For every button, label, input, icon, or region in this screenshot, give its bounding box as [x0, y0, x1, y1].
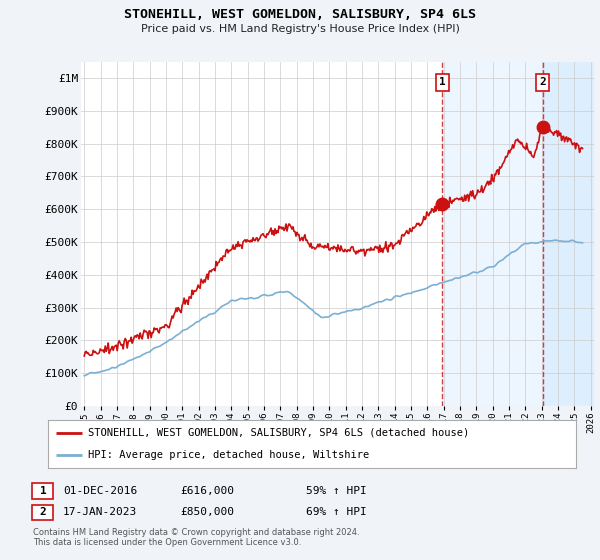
- Text: 17-JAN-2023: 17-JAN-2023: [63, 507, 137, 517]
- Text: 2: 2: [539, 77, 546, 87]
- Text: £850,000: £850,000: [180, 507, 234, 517]
- Text: 59% ↑ HPI: 59% ↑ HPI: [306, 486, 367, 496]
- Text: £616,000: £616,000: [180, 486, 234, 496]
- Bar: [542, 62, 600, 406]
- Text: 69% ↑ HPI: 69% ↑ HPI: [306, 507, 367, 517]
- Text: Contains HM Land Registry data © Crown copyright and database right 2024.
This d: Contains HM Land Registry data © Crown c…: [33, 528, 359, 547]
- Text: 2: 2: [40, 507, 47, 517]
- Text: 01-DEC-2016: 01-DEC-2016: [63, 486, 137, 496]
- Text: 1: 1: [40, 486, 47, 496]
- Text: STONEHILL, WEST GOMELDON, SALISBURY, SP4 6LS (detached house): STONEHILL, WEST GOMELDON, SALISBURY, SP4…: [88, 428, 469, 438]
- Text: STONEHILL, WEST GOMELDON, SALISBURY, SP4 6LS: STONEHILL, WEST GOMELDON, SALISBURY, SP4…: [124, 8, 476, 21]
- Text: HPI: Average price, detached house, Wiltshire: HPI: Average price, detached house, Wilt…: [88, 450, 369, 460]
- Text: 1: 1: [439, 77, 446, 87]
- Bar: [442, 62, 542, 406]
- Text: Price paid vs. HM Land Registry's House Price Index (HPI): Price paid vs. HM Land Registry's House …: [140, 24, 460, 34]
